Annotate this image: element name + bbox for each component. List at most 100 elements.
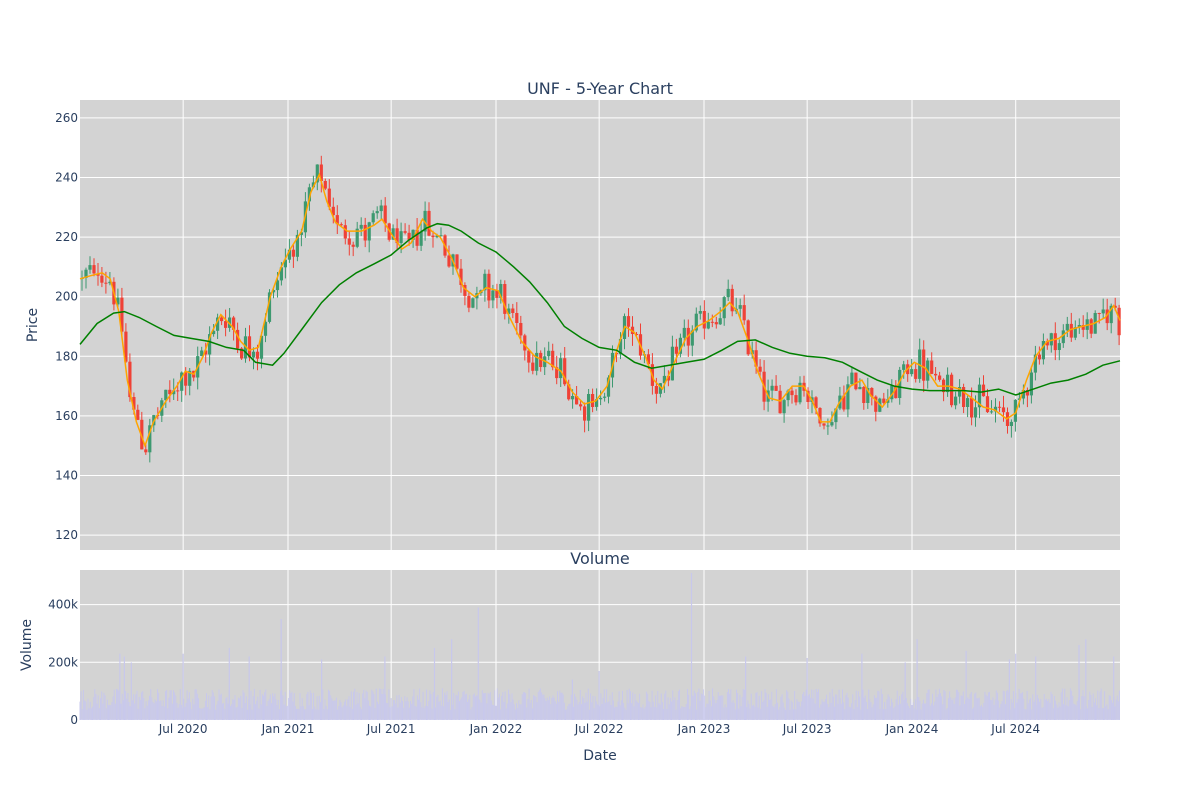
candle-body <box>144 449 148 453</box>
candle-body <box>1057 343 1061 350</box>
candle-body <box>1045 341 1049 346</box>
candle-body <box>535 352 539 371</box>
candle-body <box>395 228 399 244</box>
candle-body <box>1105 309 1109 324</box>
candle-body <box>634 334 639 335</box>
candle-body <box>391 228 395 240</box>
candle-body <box>383 205 387 224</box>
candle-body <box>323 181 327 189</box>
candle-body <box>1065 323 1069 331</box>
candle-body <box>1017 398 1021 400</box>
candle-body <box>419 231 423 246</box>
candle-body <box>208 334 212 355</box>
candle-body <box>846 384 850 410</box>
candle-body <box>682 327 686 338</box>
x-tick-label: Jul 2023 <box>782 722 832 736</box>
price-y-tick-label: 200 <box>55 290 78 304</box>
candle-body <box>890 385 894 400</box>
candle-body <box>726 288 730 298</box>
candle-body <box>108 281 112 284</box>
candle-body <box>335 215 339 225</box>
candle-body <box>567 384 571 400</box>
candle-body <box>973 407 978 418</box>
candle-body <box>958 387 962 397</box>
candle-body <box>168 389 172 395</box>
candle-body <box>1081 325 1085 330</box>
candle-body <box>758 366 762 372</box>
candle-body <box>547 350 551 357</box>
volume-y-ticks: 0 200k 400k <box>48 598 78 727</box>
candle-body <box>826 425 830 427</box>
candle-body <box>407 232 411 240</box>
x-tick-label: Jul 2022 <box>574 722 624 736</box>
candle-body <box>463 285 467 296</box>
candle-body <box>938 375 942 380</box>
candle-body <box>782 400 786 414</box>
candle-body <box>555 367 559 379</box>
candle-body <box>595 399 599 407</box>
candle-body <box>1041 341 1045 360</box>
candle-body <box>100 275 104 283</box>
price-grid <box>80 100 1120 550</box>
candle-body <box>128 361 132 398</box>
x-tick-label: Jul 2021 <box>366 722 416 736</box>
candle-body <box>822 423 826 426</box>
candle-body <box>922 349 926 381</box>
candle-body <box>678 337 682 354</box>
candle-body <box>690 330 694 346</box>
candle-body <box>427 210 431 236</box>
candle-body <box>1021 390 1025 399</box>
price-y-axis-label: Price <box>25 308 41 342</box>
candle-body <box>319 164 323 181</box>
candle-body <box>1097 313 1101 314</box>
candle-body <box>706 321 710 329</box>
candle-body <box>842 395 846 410</box>
candle-body <box>1001 407 1006 413</box>
candle-body <box>116 297 120 305</box>
candle-body <box>1073 327 1077 338</box>
candle-body <box>977 384 982 408</box>
candle-body <box>88 265 92 270</box>
candle-body <box>985 396 990 413</box>
candle-body <box>339 224 343 226</box>
candle-body <box>92 265 96 274</box>
candle-body <box>730 288 734 312</box>
candle-body <box>658 383 662 394</box>
candle-body <box>275 280 280 291</box>
candle-body <box>515 313 519 323</box>
candle-body <box>742 305 746 321</box>
candle-body <box>914 369 918 379</box>
candle-body <box>902 364 906 370</box>
candle-body <box>188 370 192 386</box>
candle-body <box>327 188 331 207</box>
candle-body <box>674 346 678 354</box>
candle-body <box>910 369 914 375</box>
candle-body <box>981 384 986 397</box>
candle-body <box>415 229 419 246</box>
volume-y-axis-label: Volume <box>19 619 35 671</box>
candle-body <box>411 229 415 240</box>
volume-bars <box>79 572 1120 720</box>
candle-body <box>770 385 774 391</box>
candle-body <box>818 408 822 424</box>
price-y-tick-label: 220 <box>55 230 78 244</box>
x-tick-label: Jan 2021 <box>261 722 315 736</box>
candle-body <box>311 182 315 188</box>
candle-body <box>626 316 631 327</box>
volume-plot-area <box>80 570 1120 720</box>
price-chart-title: UNF - 5-Year Chart <box>527 79 673 98</box>
candle-body <box>403 231 407 233</box>
candle-body <box>499 284 503 298</box>
candle-body <box>694 313 698 331</box>
candle-body <box>120 297 124 332</box>
candle-body <box>148 425 152 453</box>
candle-body <box>483 273 487 291</box>
volume-x-axis-label: Date <box>583 748 616 764</box>
candle-body <box>184 372 188 386</box>
candle-body <box>459 268 463 285</box>
candle-body <box>172 390 176 395</box>
candle-body <box>774 385 778 391</box>
candle-body <box>854 372 858 390</box>
candle-body <box>1089 319 1093 334</box>
candle-body <box>579 404 583 407</box>
